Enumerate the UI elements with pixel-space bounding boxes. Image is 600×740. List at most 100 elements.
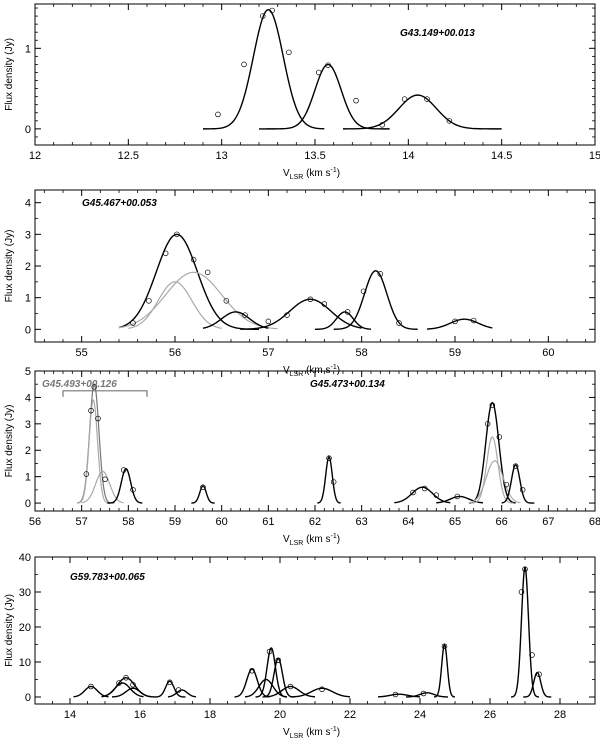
chart-3-x-tick-label: 22 [344,709,356,721]
chart-0-plot-frame [34,3,596,146]
panel-g45-473: 56 57 58 59 60 61 62 63 64 65 66 67 68 0 1 2 3 4 5 Flux den… [4,366,600,547]
chart-3-data-point-0 [88,683,94,690]
chart-3-x-tick-label: 16 [134,709,146,721]
chart-0-data-point-6 [325,62,331,68]
chart-2-x-tick-label: 66 [496,516,508,528]
chart-1-fit-component-3 [202,311,269,329]
chart-0-x-axis-title: VLSR (km s-1) [283,167,340,181]
chart-1-x-tick-label: 57 [262,347,274,359]
chart-1-data-point-7 [242,312,248,318]
chart-3-y-tick-label: 40 [19,552,31,564]
chart-3-fit-component-13 [405,692,449,698]
chart-1-fit-component-2 [118,271,278,330]
chart-3-source-label: G59.783+00.065 [70,572,145,583]
chart-1-fit-component-1 [128,281,222,329]
chart-1-data-point-4 [190,256,197,263]
chart-3-data-point-2 [123,674,129,681]
chart-0-data-point-3 [269,7,275,14]
panel-g59-783: 14 16 18 20 22 24 26 28 0 10 20 30 40 Flux density (J… [4,552,596,740]
chart-2-data-point-17 [503,481,510,488]
chart-2-y-tick-label: 1 [25,472,31,484]
chart-2-x-tick-label: 57 [76,516,88,528]
chart-1-x-tick-label: 55 [76,347,88,359]
chart-2-data-point-10 [410,489,416,496]
chart-2-fit-component-1 [76,399,110,504]
chart-2-x-tick-label: 59 [169,516,181,528]
chart-3-fit-component-2 [101,682,144,698]
chart-0-fit-component-2 [343,94,502,130]
chart-1-x-tick-label: 59 [449,347,461,359]
chart-2-fit-component-11 [501,464,535,504]
chart-0-data-point-5 [315,69,322,76]
chart-1-x-tick-label: 60 [542,347,554,359]
chart-3-fit-component-11 [290,687,351,698]
chart-0-x-tick-label: 15 [589,150,600,162]
chart-1-source-label: G45.467+00.053 [82,198,157,209]
chart-1-data-point-14 [377,271,384,277]
chart-3-data-point-15 [522,566,528,572]
chart-1-data-point-17 [470,317,477,324]
chart-3-fit-component-15 [510,566,540,698]
chart-3-data-point-6 [249,667,255,674]
chart-1-x-tick-label: 58 [356,347,368,359]
chart-3-data-point-1 [116,680,122,686]
chart-2-data-point-14 [484,421,491,427]
chart-3-fit-component-8 [255,647,288,698]
chart-2-data-point-4 [102,476,108,483]
chart-0-source-label: G43.149+00.013 [400,28,475,39]
chart-1-fit-component-6 [333,270,418,330]
chart-0-data-point-9 [401,96,408,102]
chart-1-data-point-16 [452,318,458,325]
chart-3-data-point-3 [130,681,136,688]
chart-1-fit-component-4 [240,298,362,330]
chart-1-y-tick-label: 0 [25,324,31,336]
chart-2-data-point-19 [519,487,526,493]
chart-3-data-point-17 [536,671,542,677]
chart-2-data-point-7 [200,484,206,490]
chart-3-fit-component-9 [262,657,295,698]
chart-1-y-tick-label: 2 [25,261,31,273]
chart-0-x-tick-label: 12 [29,150,41,162]
chart-2-data-point-12 [433,492,440,498]
chart-2-fit-component-5 [317,456,341,504]
chart-2-x-tick-label: 62 [309,516,321,528]
chart-2-y-tick-label: 2 [25,445,31,457]
chart-3-y-tick-label: 10 [19,657,31,669]
chart-2-fit-component-3 [107,468,143,504]
chart-2-x-tick-label: 60 [216,516,228,528]
chart-1-plot-frame [34,189,596,343]
chart-3-x-tick-label: 14 [64,709,76,721]
chart-3-data-point-16 [529,652,535,658]
chart-3-data-point-14 [518,589,525,595]
chart-2-x-tick-label: 68 [589,516,600,528]
chart-1-fit-component-7 [426,318,493,330]
chart-3-x-tick-label: 20 [274,709,286,721]
chart-2-data-point-18 [512,463,519,469]
chart-1-x-tick-label: 56 [169,347,181,359]
chart-1-data-point-12 [344,309,351,315]
chart-2-x-tick-label: 67 [542,516,554,528]
chart-3-y-tick-label: 20 [19,622,31,634]
chart-3-data-point-10 [319,686,325,693]
chart-1-data-point-10 [307,296,314,303]
chart-0-x-tick-label: 14 [402,150,414,162]
chart-0-data-point-1 [241,61,247,68]
chart-3-x-tick-label: 24 [414,709,426,721]
chart-2-group-bracket [62,390,148,397]
chart-0-data-point-8 [379,122,385,128]
chart-0-y-tick-label: 0 [25,124,31,136]
chart-3-x-axis-title: VLSR (km s-1) [283,726,340,740]
chart-2-fit-component-4 [191,485,215,504]
chart-1-data-point-1 [146,298,152,304]
chart-2-data-point-5 [120,467,127,473]
chart-1-data-point-0 [130,320,136,326]
chart-2-data-point-1 [88,407,94,414]
chart-1-data-point-6 [223,298,230,304]
chart-2-y-tick-label: 4 [25,392,31,404]
chart-2-y-tick-label: 0 [25,498,31,510]
chart-3-fit-component-14 [433,643,456,698]
panel-g43-149: 12 12.5 13 13.5 14 14.5 15 0 1 Flux density (Jy) V… [4,3,600,181]
chart-0-data-point-10 [424,96,430,102]
chart-1-fit-component-5 [314,311,372,330]
